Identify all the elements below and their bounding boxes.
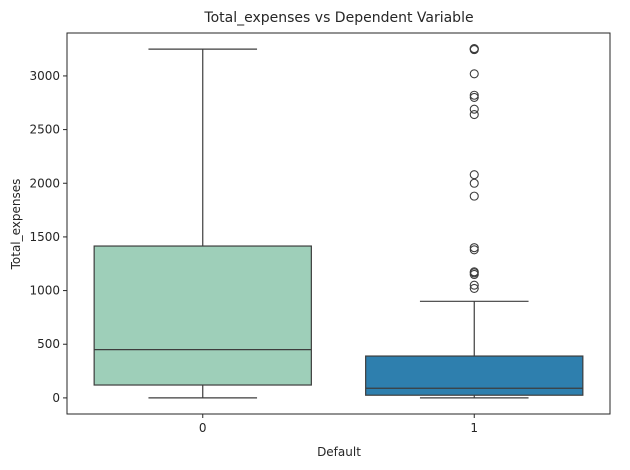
- outlier-point: [469, 178, 479, 188]
- outlier-point: [469, 267, 479, 277]
- box-iqr: [93, 245, 312, 386]
- box-0: [93, 48, 312, 399]
- box-1: [365, 44, 584, 399]
- outlier-point: [469, 280, 479, 290]
- y-axis: 0 500 1000 1500 2000 2500 3000: [29, 69, 67, 405]
- outlier-point: [469, 44, 479, 54]
- x-tick-label: 1: [470, 421, 478, 435]
- outlier-point: [469, 110, 479, 120]
- x-tick-label: 0: [199, 421, 207, 435]
- outlier-point: [469, 191, 479, 201]
- outlier-point: [469, 104, 479, 114]
- axes-frame: [66, 32, 611, 415]
- outlier-point: [469, 243, 479, 253]
- y-tick-label: 2000: [29, 176, 60, 190]
- outlier-point: [469, 170, 479, 180]
- chart-title: Total_expenses vs Dependent Variable: [203, 10, 473, 26]
- box-iqr: [365, 355, 584, 396]
- plot-area: [93, 44, 584, 399]
- y-axis-label: Total_expenses: [9, 179, 23, 271]
- outlier-point: [469, 90, 479, 100]
- y-tick-label: 500: [37, 337, 60, 351]
- y-tick-label: 3000: [29, 69, 60, 83]
- y-tick-label: 1500: [29, 230, 60, 244]
- outlier-point: [469, 69, 479, 79]
- x-axis-label: Default: [317, 445, 361, 459]
- y-tick-label: 0: [52, 391, 60, 405]
- outlier-point: [469, 283, 479, 293]
- y-tick-label: 2500: [29, 123, 60, 137]
- y-tick-label: 1000: [29, 284, 60, 298]
